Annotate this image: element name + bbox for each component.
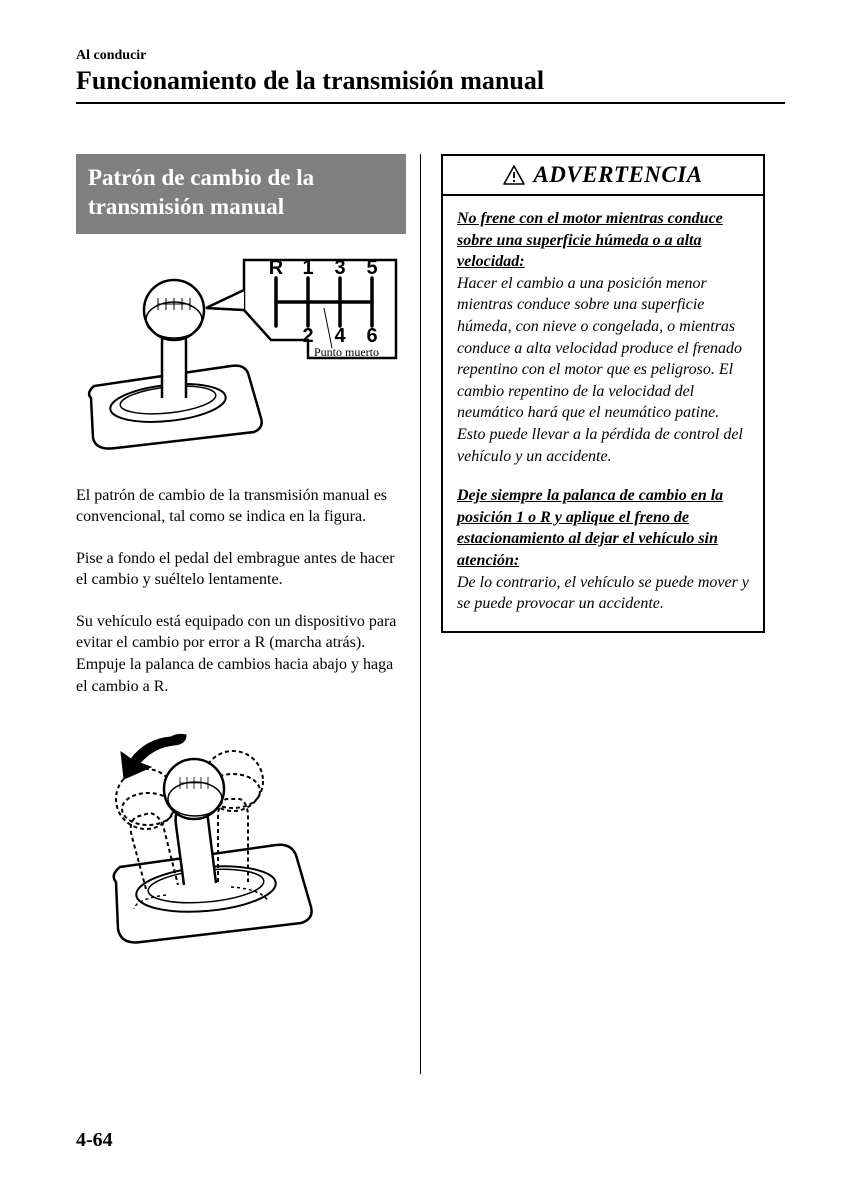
- warning-body: No frene con el motor mientras conduce s…: [443, 196, 763, 631]
- paragraph-2: Pise a fondo el pedal del embrague antes…: [76, 548, 406, 591]
- left-column: Patrón de cambio de la transmisión manua…: [76, 154, 420, 1074]
- gear-4: 4: [334, 325, 346, 347]
- gear-2: 2: [302, 325, 313, 347]
- reverse-shift-figure: [76, 717, 406, 952]
- warning-icon: [503, 165, 525, 185]
- section-heading: Patrón de cambio de la transmisión manua…: [76, 154, 406, 234]
- warning-body-1: Hacer el cambio a una posición menor mie…: [457, 275, 743, 465]
- gear-6: 6: [366, 325, 377, 347]
- gear-5: 5: [366, 257, 377, 279]
- neutral-label: Punto muerto: [314, 345, 379, 359]
- warning-block-1: No frene con el motor mientras conduce s…: [457, 208, 749, 467]
- warning-body-2: De lo contrario, el vehículo se puede mo…: [457, 574, 749, 613]
- warning-lead-1: No frene con el motor mientras conduce s…: [457, 210, 723, 270]
- gear-r: R: [269, 257, 284, 279]
- reverse-shift-svg: [76, 717, 336, 947]
- warning-box: ADVERTENCIA No frene con el motor mientr…: [441, 154, 765, 633]
- warning-lead-2: Deje siempre la palanca de cambio en la …: [457, 487, 723, 569]
- warning-title: ADVERTENCIA: [533, 162, 702, 188]
- shift-pattern-svg: R 1 3 5 2 4 6 Punto muerto: [76, 248, 406, 458]
- header-rule: [76, 102, 785, 104]
- page-header: Al conducir Funcionamiento de la transmi…: [76, 48, 785, 104]
- paragraph-1: El patrón de cambio de la transmisión ma…: [76, 485, 406, 528]
- right-column: ADVERTENCIA No frene con el motor mientr…: [421, 154, 765, 1074]
- page-number: 4-64: [76, 1129, 113, 1152]
- page-title: Funcionamiento de la transmisión manual: [76, 66, 785, 96]
- gear-1: 1: [302, 257, 313, 279]
- content-columns: Patrón de cambio de la transmisión manua…: [76, 154, 785, 1074]
- shift-pattern-figure: R 1 3 5 2 4 6 Punto muerto: [76, 248, 406, 463]
- paragraph-3: Su vehículo está equipado con un disposi…: [76, 611, 406, 697]
- warning-header: ADVERTENCIA: [443, 156, 763, 196]
- gear-3: 3: [334, 257, 345, 279]
- warning-block-2: Deje siempre la palanca de cambio en la …: [457, 485, 749, 615]
- chapter-label: Al conducir: [76, 48, 785, 64]
